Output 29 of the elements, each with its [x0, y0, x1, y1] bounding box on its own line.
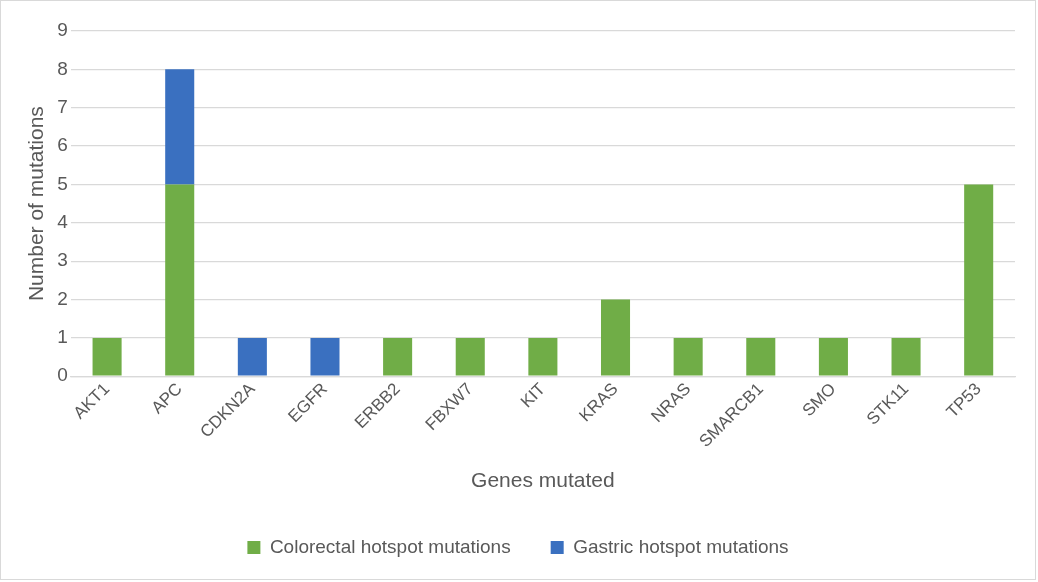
bar	[818, 337, 848, 376]
y-tick-label: 2	[57, 287, 68, 309]
y-tick-label: 0	[57, 364, 68, 386]
x-axis-title: Genes mutated	[471, 468, 615, 492]
legend-label: Colorectal hotspot mutations	[269, 535, 511, 557]
bar	[165, 69, 195, 185]
bar	[383, 337, 413, 376]
bar	[746, 337, 776, 376]
bar	[455, 337, 485, 376]
bar	[92, 337, 122, 376]
bar	[600, 299, 631, 376]
y-tick-label: 4	[57, 211, 69, 233]
bar	[891, 337, 921, 376]
y-tick-label: 5	[57, 172, 68, 194]
y-tick-label: 6	[57, 134, 68, 156]
y-tick-label: 1	[57, 326, 68, 348]
y-tick-label: 8	[57, 57, 68, 79]
bar	[165, 184, 195, 376]
bar	[964, 184, 994, 376]
bar	[237, 337, 267, 376]
y-tick-label: 3	[57, 249, 68, 271]
x-tick-label: KIT	[516, 379, 550, 412]
legend-label: Gastric hotspot mutations	[573, 535, 789, 557]
bar	[673, 337, 703, 376]
bar	[310, 337, 340, 376]
y-tick-label: 7	[57, 95, 68, 117]
y-tick-label: 9	[57, 19, 68, 41]
bar	[528, 337, 558, 376]
y-axis-title: Number of mutations	[24, 106, 48, 302]
